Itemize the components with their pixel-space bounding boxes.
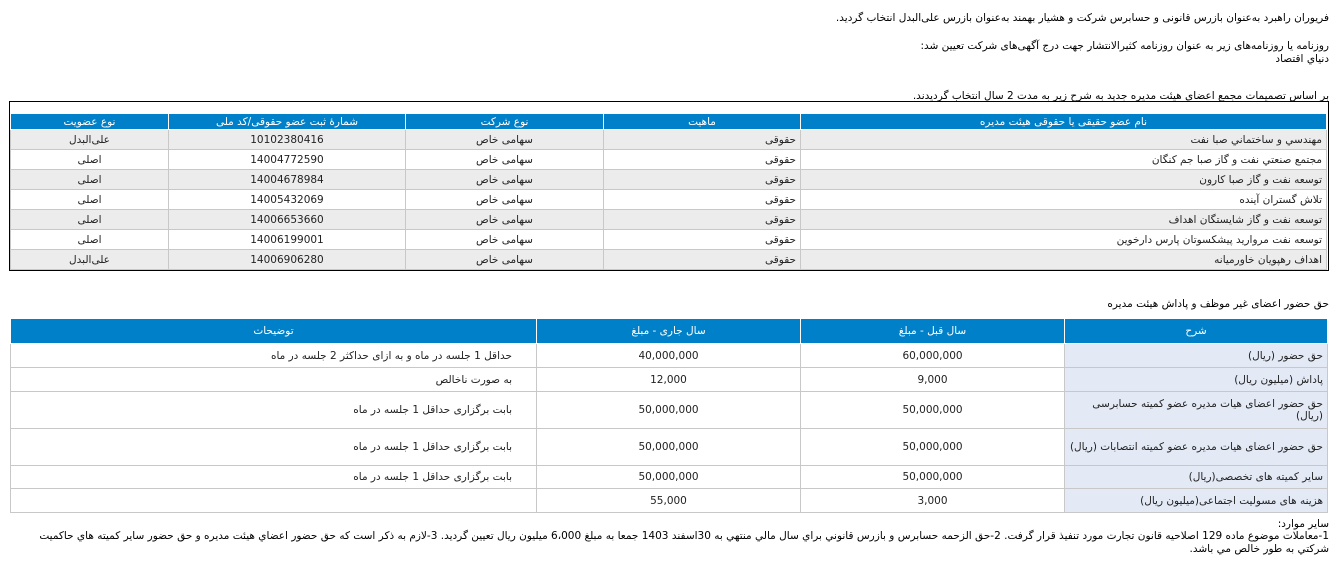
column-header: سال قبل - مبلغ [800, 319, 1065, 344]
other-line-1: 1-معاملات موضوع ماده 129 اصلاحیه قانون ت… [39, 530, 1329, 542]
table-row: توسعه نفت و گاز صبا کارون حقوقی سهامی خاص 1… [10, 169, 1327, 190]
column-header: توضیحات [10, 319, 537, 344]
table-row: مهندسي و ساختماني صبا نفت حقوقی سهامی خاص 1… [10, 129, 1327, 150]
table-cell: بابت برگزاری حداقل 1 جلسه در ماه [10, 428, 537, 466]
table-cell: 14006199001 [168, 229, 406, 250]
table-cell: مجتمع صنعتي نفت و گاز صبا جم كنگان [800, 149, 1327, 170]
table-row: مجتمع صنعتي نفت و گاز صبا جم كنگان حقوقی س… [10, 149, 1327, 170]
table-cell: حداقل 1 جلسه در ماه و به ازای حداکثر 2 ج… [10, 343, 537, 368]
table-cell: 14004678984 [168, 169, 406, 190]
table-cell: توسعه نفت و گاز صبا کارون [800, 169, 1327, 190]
table-cell: به صورت ناخالص [10, 367, 537, 392]
table-cell [10, 488, 537, 513]
table-cell: حق حضور اعضای هیات مدیره عضو کمیته انتصا… [1064, 428, 1328, 466]
table-cell: 55,000 [536, 488, 801, 513]
table-cell: 50,000,000 [800, 428, 1065, 466]
table-cell: حقوقی [603, 169, 801, 190]
table-cell: سایر کمیته های تخصصی(ریال) [1064, 465, 1328, 489]
column-header: سال جاری - مبلغ [536, 319, 801, 344]
table-cell: توسعه نفت و گاز شایستگان اهداف [800, 209, 1327, 230]
board-fees-table: شرح سال قبل - مبلغ سال جاری - مبلغ توضیحات … [10, 319, 1328, 513]
table-cell: حق حضور اعضای هیات مدیره عضو کمیته حسابر… [1064, 391, 1328, 429]
table-cell: 50,000,000 [536, 428, 801, 466]
table-cell: هزینه های مسولیت اجتماعی(میلیون ریال) [1064, 488, 1328, 513]
table-cell: اصلی [10, 149, 169, 170]
column-header: شمارهٔ ثبت عضو حقوقی/کد ملی [168, 114, 406, 130]
table-row: پاداش (میلیون ریال) 9,000 12,000 به صورت نا… [10, 367, 1328, 392]
table-cell: 14005432069 [168, 189, 406, 210]
table-cell: حقوقی [603, 149, 801, 170]
table-cell: حقوقی [603, 209, 801, 230]
table-cell: 50,000,000 [800, 391, 1065, 429]
table-cell: 50,000,000 [800, 465, 1065, 489]
table-cell: 3,000 [800, 488, 1065, 513]
table-cell: پاداش (میلیون ریال) [1064, 367, 1328, 392]
other-line-2: شركتي به طور خالص مي باشد. [1189, 543, 1330, 555]
table-cell: اهداف رهپویان خاورمیانه [800, 249, 1327, 270]
table-cell: اصلی [10, 189, 169, 210]
table-cell: اصلی [10, 209, 169, 230]
table-cell: حقوقی [603, 129, 801, 150]
other-label: سایر موارد: [1277, 518, 1329, 530]
table-row: حق حضور (ریال) 60,000,000 40,000,000 حداقل … [10, 343, 1328, 368]
column-header: نوع شرکت [405, 114, 604, 130]
table-cell: اصلی [10, 169, 169, 190]
table-cell: بابت برگزاری حداقل 1 جلسه در ماه [10, 465, 537, 489]
inspectors-paragraph: فریوران راهبرد به‌عنوان بازرس قانونی و ح… [835, 12, 1329, 24]
table-cell: حقوقی [603, 229, 801, 250]
table-cell: 40,000,000 [536, 343, 801, 368]
table-cell: 9,000 [800, 367, 1065, 392]
column-header: نوع عضویت [10, 114, 169, 130]
table-row: توسعه نفت و گاز شایستگان اهداف حقوقی سهامی… [10, 209, 1327, 230]
table-cell: سهامی خاص [405, 129, 604, 150]
table-row: توسعه نفت مروارید پیشکسوتان پارس دارخوین… [10, 229, 1327, 250]
column-header: ماهیت [603, 114, 801, 130]
table-cell: مهندسي و ساختماني صبا نفت [800, 129, 1327, 150]
table-cell: توسعه نفت مروارید پیشکسوتان پارس دارخوین [800, 229, 1327, 250]
table-cell: حقوقی [603, 249, 801, 270]
newspaper-intro: روزنامه یا روزنامه‌های زیر به عنوان روزن… [920, 40, 1329, 52]
table-cell: 60,000,000 [800, 343, 1065, 368]
newspaper-name: دنیاي اقتصاد [1275, 53, 1329, 65]
table-cell: 50,000,000 [536, 465, 801, 489]
table-cell: حقوقی [603, 189, 801, 210]
table-cell: سهامی خاص [405, 249, 604, 270]
table-cell: سهامی خاص [405, 169, 604, 190]
fees-title: حق حضور اعضای غیر موظف و پاداش هیئت مدیر… [1107, 298, 1329, 310]
table-cell: 10102380416 [168, 129, 406, 150]
table-cell: علی‌البدل [10, 249, 169, 270]
table-cell: 14006653660 [168, 209, 406, 230]
table-cell: سهامی خاص [405, 149, 604, 170]
column-header: نام عضو حقیقی یا حقوقی هیئت مدیره [800, 114, 1327, 130]
table-cell: 14006906280 [168, 249, 406, 270]
table-cell: 14004772590 [168, 149, 406, 170]
board-members-table: نام عضو حقیقی یا حقوقی هیئت مدیره ماهیت نو… [10, 114, 1327, 270]
table-cell: سهامی خاص [405, 209, 604, 230]
table-cell: 12,000 [536, 367, 801, 392]
table-cell: بابت برگزاری حداقل 1 جلسه در ماه [10, 391, 537, 429]
table-cell: حق حضور (ریال) [1064, 343, 1328, 368]
table-row: تلاش گستران آینده حقوقی سهامی خاص 140054320… [10, 189, 1327, 210]
table-row: هزینه های مسولیت اجتماعی(میلیون ریال) 3,0… [10, 488, 1328, 513]
table-cell: 50,000,000 [536, 391, 801, 429]
table-row: حق حضور اعضای هیات مدیره عضو کمیته حسابر… [10, 391, 1328, 429]
table-row: حق حضور اعضای هیات مدیره عضو کمیته انتصا… [10, 428, 1328, 466]
table-cell: علی‌البدل [10, 129, 169, 150]
board-table-frame [9, 101, 1329, 271]
column-header: شرح [1064, 319, 1328, 344]
table-cell: سهامی خاص [405, 189, 604, 210]
table-cell: تلاش گستران آینده [800, 189, 1327, 210]
board-intro: بر اساس تصمیمات مجمع اعضای هیئت مدیره جد… [912, 90, 1329, 102]
table-row: سایر کمیته های تخصصی(ریال) 50,000,000 50,0… [10, 465, 1328, 489]
table-cell: اصلی [10, 229, 169, 250]
table-cell: سهامی خاص [405, 229, 604, 250]
table-row: اهداف رهپویان خاورمیانه حقوقی سهامی خاص 140… [10, 249, 1327, 270]
